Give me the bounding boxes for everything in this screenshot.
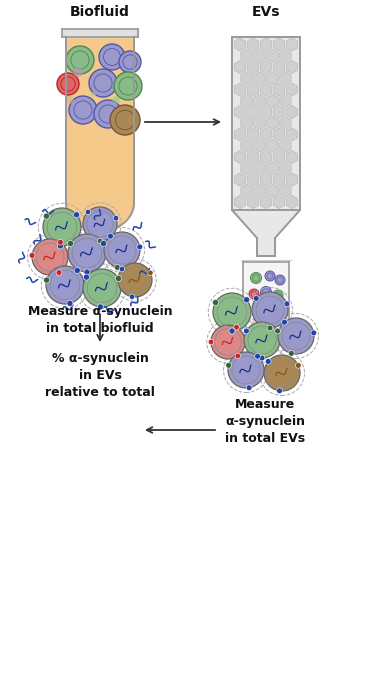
Circle shape [83,269,121,307]
Circle shape [56,270,62,276]
Circle shape [253,295,259,301]
Circle shape [32,239,68,275]
Circle shape [74,211,79,218]
Circle shape [229,328,235,334]
Circle shape [208,340,214,344]
Circle shape [288,351,294,356]
Text: Biofluid: Biofluid [70,5,130,19]
Circle shape [113,216,119,221]
Polygon shape [243,320,289,334]
Circle shape [119,51,141,73]
Circle shape [281,319,287,325]
Circle shape [97,238,103,244]
Polygon shape [62,29,138,37]
Circle shape [261,286,272,297]
Circle shape [43,208,81,246]
Circle shape [265,307,275,317]
Text: Measure α-synuclein
in total biofluid: Measure α-synuclein in total biofluid [28,305,172,335]
Circle shape [243,328,249,334]
Circle shape [74,267,80,274]
Bar [66,37,134,203]
Circle shape [264,355,300,391]
Circle shape [277,388,283,393]
Circle shape [148,270,153,276]
Circle shape [243,297,250,303]
Circle shape [213,300,219,305]
Circle shape [97,304,103,310]
Circle shape [67,300,73,307]
Circle shape [73,67,83,77]
Circle shape [83,207,117,241]
Circle shape [234,325,239,330]
Circle shape [265,358,271,364]
Circle shape [137,244,143,250]
Circle shape [284,301,290,307]
Circle shape [275,275,285,285]
Circle shape [259,355,265,361]
Circle shape [44,213,49,219]
Circle shape [68,234,106,272]
Circle shape [255,354,261,359]
Circle shape [118,263,152,297]
Circle shape [46,266,84,304]
Circle shape [69,96,97,124]
Text: Measure
α-synuclein
in total EVs: Measure α-synuclein in total EVs [225,398,305,445]
Circle shape [278,318,314,354]
Circle shape [213,293,251,331]
Circle shape [114,72,142,100]
Circle shape [66,46,94,74]
Bar [232,37,300,210]
Circle shape [275,328,280,334]
Circle shape [275,303,285,313]
Circle shape [57,243,63,249]
Circle shape [57,239,63,245]
Circle shape [226,363,231,368]
Circle shape [89,69,117,97]
Circle shape [295,363,301,368]
Polygon shape [66,203,134,231]
Text: % α-synuclein
in EVs
relative to total: % α-synuclein in EVs relative to total [45,352,155,399]
Circle shape [311,330,317,336]
Circle shape [265,271,275,281]
Circle shape [85,209,91,215]
Circle shape [110,105,140,135]
Circle shape [246,385,252,391]
Bar [243,262,289,320]
Circle shape [250,272,261,284]
Circle shape [244,322,280,358]
Circle shape [99,44,125,70]
Circle shape [115,276,122,281]
Circle shape [235,354,240,358]
Circle shape [66,96,74,104]
Circle shape [44,277,50,283]
Circle shape [112,96,120,104]
Circle shape [67,241,74,246]
Circle shape [228,352,264,388]
Circle shape [84,269,90,275]
Circle shape [83,274,89,280]
Circle shape [90,92,96,98]
Circle shape [273,290,283,300]
Circle shape [253,305,263,315]
Circle shape [115,265,120,270]
Text: Collect
total
EVs: Collect total EVs [239,0,293,19]
Circle shape [100,241,107,246]
Circle shape [129,294,135,300]
Circle shape [29,253,35,258]
Circle shape [249,289,259,299]
Circle shape [57,73,79,95]
Circle shape [267,325,273,331]
Circle shape [252,292,288,328]
Circle shape [211,325,245,359]
Circle shape [108,233,113,239]
Circle shape [119,267,125,272]
Circle shape [94,100,122,128]
Circle shape [104,232,140,268]
Polygon shape [232,210,300,238]
Polygon shape [257,238,275,256]
